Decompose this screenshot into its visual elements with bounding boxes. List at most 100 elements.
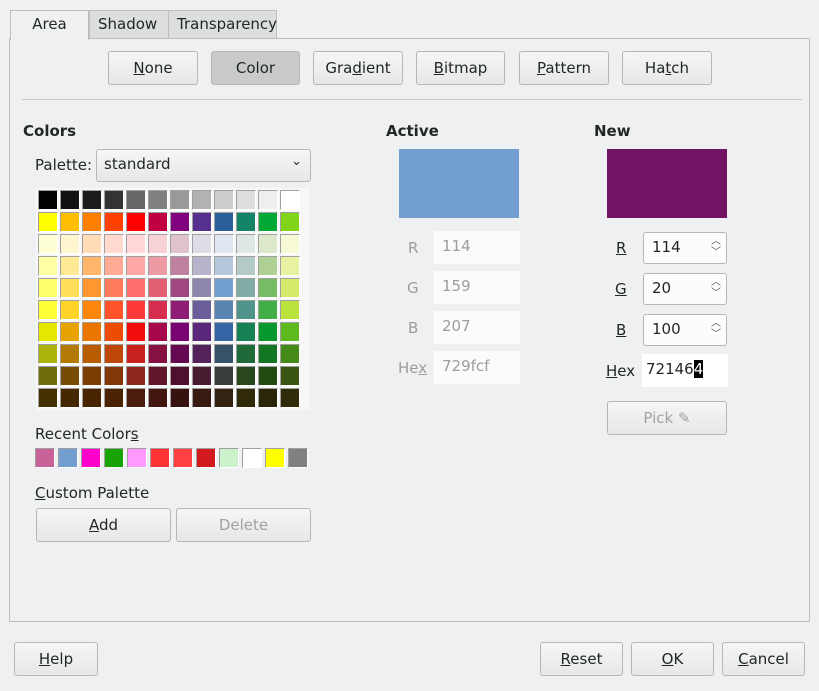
palette-swatch[interactable] [214, 344, 234, 364]
bitmap-button[interactable]: Bitmap [416, 51, 505, 85]
palette-swatch[interactable] [38, 234, 58, 254]
palette-swatch[interactable] [236, 388, 256, 408]
add-button[interactable]: Add [36, 508, 171, 542]
palette-swatch[interactable] [104, 190, 124, 210]
palette-swatch[interactable] [126, 256, 146, 276]
palette-swatch[interactable] [104, 300, 124, 320]
palette-swatch[interactable] [82, 322, 102, 342]
palette-swatch[interactable] [60, 212, 80, 232]
palette-swatch[interactable] [258, 366, 278, 386]
palette-swatch[interactable] [192, 278, 212, 298]
palette-swatch[interactable] [82, 366, 102, 386]
recent-color-swatch[interactable] [150, 448, 170, 468]
palette-swatch[interactable] [126, 278, 146, 298]
palette-swatch[interactable] [38, 322, 58, 342]
recent-color-swatch[interactable] [242, 448, 262, 468]
palette-swatch[interactable] [236, 234, 256, 254]
palette-swatch[interactable] [280, 322, 300, 342]
palette-swatch[interactable] [214, 234, 234, 254]
palette-swatch[interactable] [280, 300, 300, 320]
palette-swatch[interactable] [82, 300, 102, 320]
palette-swatch[interactable] [148, 234, 168, 254]
recent-color-swatch[interactable] [127, 448, 147, 468]
palette-swatch[interactable] [148, 212, 168, 232]
palette-swatch[interactable] [170, 322, 190, 342]
palette-swatch[interactable] [60, 256, 80, 276]
palette-swatch[interactable] [38, 388, 58, 408]
palette-swatch[interactable] [170, 300, 190, 320]
palette-swatch[interactable] [192, 388, 212, 408]
palette-swatch[interactable] [104, 256, 124, 276]
palette-swatch[interactable] [38, 344, 58, 364]
palette-swatch[interactable] [214, 388, 234, 408]
palette-swatch[interactable] [258, 388, 278, 408]
palette-swatch[interactable] [280, 256, 300, 276]
palette-swatch[interactable] [126, 366, 146, 386]
palette-swatch[interactable] [192, 366, 212, 386]
palette-swatch[interactable] [126, 344, 146, 364]
palette-swatch[interactable] [214, 190, 234, 210]
help-button[interactable]: Help [14, 642, 98, 676]
palette-swatch[interactable] [104, 322, 124, 342]
recent-color-swatch[interactable] [288, 448, 308, 468]
palette-swatch[interactable] [258, 300, 278, 320]
palette-swatch[interactable] [236, 190, 256, 210]
palette-swatch[interactable] [280, 212, 300, 232]
palette-swatch[interactable] [126, 322, 146, 342]
palette-swatch[interactable] [258, 190, 278, 210]
palette-swatch[interactable] [126, 234, 146, 254]
palette-swatch[interactable] [60, 190, 80, 210]
color-button[interactable]: Color [211, 51, 300, 85]
palette-swatch[interactable] [82, 190, 102, 210]
palette-swatch[interactable] [60, 234, 80, 254]
palette-swatch[interactable] [104, 212, 124, 232]
palette-select[interactable]: standard ⌄ [96, 149, 311, 182]
recent-color-swatch[interactable] [35, 448, 55, 468]
palette-swatch[interactable] [214, 256, 234, 276]
palette-swatch[interactable] [258, 278, 278, 298]
tab-transparency[interactable]: Transparency [168, 10, 277, 39]
recent-color-swatch[interactable] [104, 448, 124, 468]
palette-swatch[interactable] [192, 322, 212, 342]
palette-swatch[interactable] [60, 278, 80, 298]
palette-swatch[interactable] [38, 278, 58, 298]
palette-swatch[interactable] [148, 300, 168, 320]
palette-swatch[interactable] [280, 278, 300, 298]
palette-swatch[interactable] [148, 278, 168, 298]
recent-color-swatch[interactable] [81, 448, 101, 468]
palette-swatch[interactable] [170, 190, 190, 210]
palette-swatch[interactable] [236, 278, 256, 298]
palette-swatch[interactable] [170, 256, 190, 276]
recent-color-swatch[interactable] [173, 448, 193, 468]
palette-swatch[interactable] [126, 300, 146, 320]
palette-swatch[interactable] [280, 366, 300, 386]
palette-swatch[interactable] [236, 300, 256, 320]
tab-area[interactable]: Area [10, 10, 89, 40]
new-r-spinbox[interactable]: 114 ︿ ﹀ [643, 232, 727, 264]
palette-swatch[interactable] [38, 190, 58, 210]
palette-swatch[interactable] [38, 366, 58, 386]
palette-swatch[interactable] [60, 300, 80, 320]
palette-swatch[interactable] [148, 366, 168, 386]
recent-color-swatch[interactable] [219, 448, 239, 468]
palette-swatch[interactable] [258, 234, 278, 254]
palette-swatch[interactable] [148, 256, 168, 276]
palette-swatch[interactable] [60, 344, 80, 364]
palette-swatch[interactable] [126, 388, 146, 408]
tab-shadow[interactable]: Shadow [89, 10, 169, 39]
palette-swatch[interactable] [82, 278, 102, 298]
palette-swatch[interactable] [60, 388, 80, 408]
palette-swatch[interactable] [126, 212, 146, 232]
palette-swatch[interactable] [148, 344, 168, 364]
palette-swatch[interactable] [104, 366, 124, 386]
palette-swatch[interactable] [170, 388, 190, 408]
palette-swatch[interactable] [236, 322, 256, 342]
cancel-button[interactable]: Cancel [722, 642, 805, 676]
recent-color-swatch[interactable] [265, 448, 285, 468]
palette-swatch[interactable] [192, 190, 212, 210]
hatch-button[interactable]: Hatch [622, 51, 712, 85]
palette-swatch[interactable] [170, 234, 190, 254]
none-button[interactable]: None [108, 51, 198, 85]
palette-swatch[interactable] [192, 256, 212, 276]
palette-swatch[interactable] [82, 256, 102, 276]
